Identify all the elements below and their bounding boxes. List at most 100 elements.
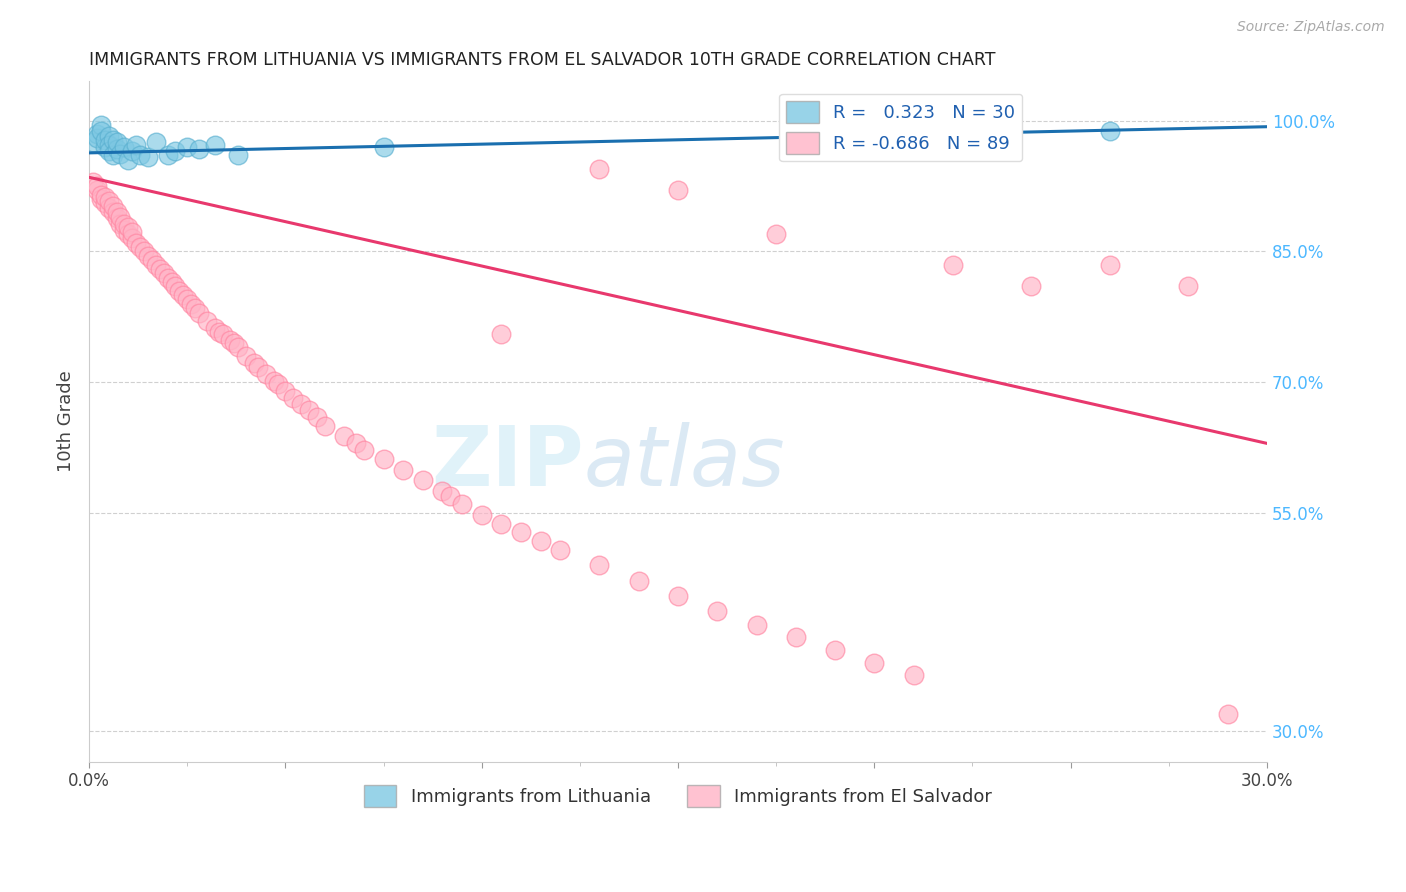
Point xyxy=(432,484,454,499)
Point xyxy=(136,249,159,263)
Point xyxy=(333,429,356,443)
Point xyxy=(160,275,183,289)
Point xyxy=(90,124,112,138)
Point xyxy=(90,118,112,132)
Point xyxy=(1177,279,1199,293)
Point xyxy=(274,384,297,398)
Point xyxy=(86,131,108,145)
Point xyxy=(101,148,124,162)
Point xyxy=(117,220,139,235)
Point xyxy=(305,410,328,425)
Point xyxy=(165,144,187,158)
Point xyxy=(510,525,533,540)
Point xyxy=(145,136,167,150)
Point xyxy=(903,667,925,681)
Point xyxy=(152,266,174,280)
Point xyxy=(105,211,128,226)
Point xyxy=(110,210,132,224)
Point xyxy=(105,205,128,219)
Point xyxy=(235,349,257,363)
Point xyxy=(745,617,768,632)
Point xyxy=(314,418,336,433)
Point xyxy=(86,179,108,194)
Text: ZIP: ZIP xyxy=(432,422,583,503)
Point xyxy=(110,217,132,231)
Point xyxy=(243,356,266,370)
Point xyxy=(207,325,229,339)
Point xyxy=(94,133,117,147)
Point xyxy=(94,140,117,154)
Point xyxy=(180,297,202,311)
Point xyxy=(412,473,434,487)
Point xyxy=(588,161,610,176)
Point xyxy=(290,397,312,411)
Point xyxy=(82,136,104,150)
Point xyxy=(471,508,494,522)
Point xyxy=(451,498,474,512)
Point xyxy=(373,140,395,154)
Point xyxy=(117,153,139,167)
Point xyxy=(97,138,120,153)
Point xyxy=(125,138,148,153)
Point xyxy=(145,258,167,272)
Point xyxy=(121,225,143,239)
Point xyxy=(156,270,179,285)
Point xyxy=(125,235,148,250)
Point xyxy=(165,279,187,293)
Point xyxy=(283,391,305,405)
Point xyxy=(706,604,728,618)
Point xyxy=(105,141,128,155)
Point xyxy=(627,574,650,589)
Point xyxy=(226,148,249,162)
Point xyxy=(942,258,965,272)
Point xyxy=(266,377,288,392)
Point xyxy=(176,140,198,154)
Point xyxy=(82,175,104,189)
Point xyxy=(90,187,112,202)
Point xyxy=(195,314,218,328)
Point xyxy=(666,183,689,197)
Point xyxy=(211,327,233,342)
Point xyxy=(588,558,610,573)
Point xyxy=(94,190,117,204)
Point xyxy=(86,183,108,197)
Legend: Immigrants from Lithuania, Immigrants from El Salvador: Immigrants from Lithuania, Immigrants fr… xyxy=(357,778,1000,814)
Point xyxy=(176,293,198,307)
Point xyxy=(666,589,689,603)
Point xyxy=(224,336,246,351)
Point xyxy=(97,129,120,144)
Point xyxy=(1098,258,1121,272)
Point xyxy=(246,359,269,374)
Point xyxy=(824,643,846,657)
Point xyxy=(156,148,179,162)
Point xyxy=(149,261,172,276)
Point xyxy=(86,127,108,141)
Point xyxy=(765,227,787,241)
Point xyxy=(112,217,135,231)
Point xyxy=(344,436,367,450)
Point xyxy=(1216,706,1239,721)
Point xyxy=(101,199,124,213)
Text: Source: ZipAtlas.com: Source: ZipAtlas.com xyxy=(1237,20,1385,34)
Point xyxy=(169,284,191,298)
Point xyxy=(121,231,143,245)
Point xyxy=(188,141,211,155)
Point xyxy=(219,334,242,348)
Point xyxy=(298,403,321,417)
Point xyxy=(97,201,120,215)
Point xyxy=(101,205,124,219)
Point xyxy=(548,542,571,557)
Point xyxy=(184,301,207,315)
Point xyxy=(97,194,120,208)
Point xyxy=(105,136,128,150)
Text: IMMIGRANTS FROM LITHUANIA VS IMMIGRANTS FROM EL SALVADOR 10TH GRADE CORRELATION : IMMIGRANTS FROM LITHUANIA VS IMMIGRANTS … xyxy=(89,51,995,69)
Point xyxy=(204,138,226,153)
Point xyxy=(129,148,152,162)
Point xyxy=(132,244,155,259)
Point xyxy=(392,462,415,476)
Point xyxy=(353,443,375,458)
Point xyxy=(117,227,139,241)
Point xyxy=(491,516,513,531)
Point xyxy=(121,144,143,158)
Point xyxy=(254,367,277,381)
